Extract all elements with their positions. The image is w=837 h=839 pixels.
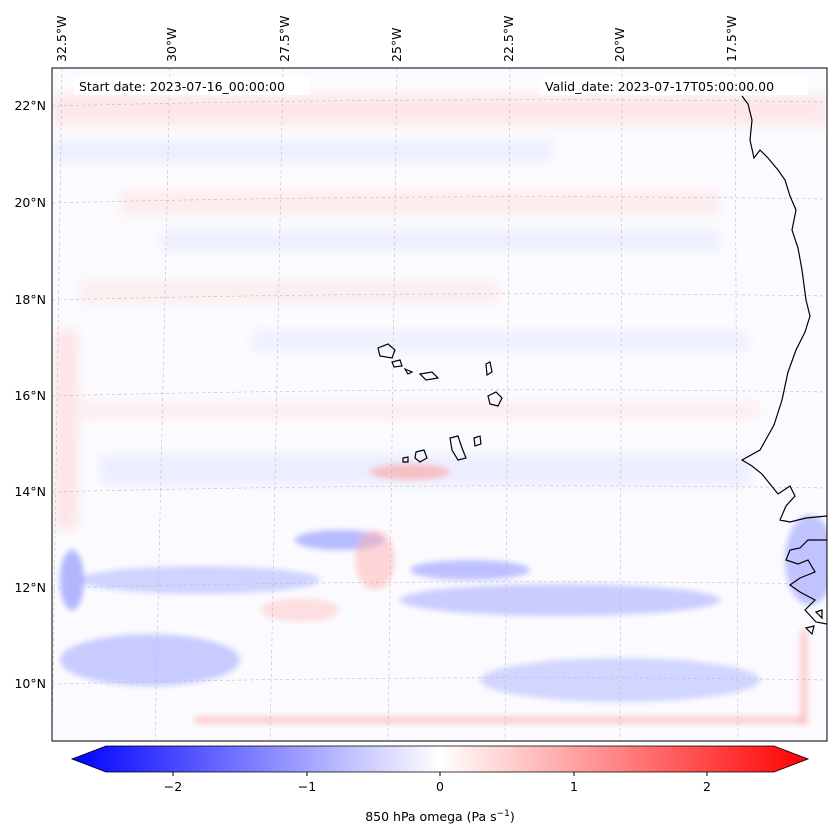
field-positive-east-edge xyxy=(800,630,808,725)
lat-tick-label: 18°N xyxy=(14,292,46,307)
island-santa-luzia xyxy=(403,367,414,375)
colorbar-label-close: ) xyxy=(510,809,515,824)
start-date-label: Start date: 2023-07-16_00:00:00 xyxy=(79,79,285,94)
field-positive-west-edge xyxy=(55,330,77,530)
gambia-coastline xyxy=(785,539,827,625)
lat-tick-label: 16°N xyxy=(14,388,46,403)
meridian-22-5w xyxy=(504,68,511,741)
valid-date-box xyxy=(540,77,808,95)
field-negative-cell-12n-a xyxy=(410,560,530,580)
field-negative-band-17n xyxy=(250,330,750,352)
parallel-10n xyxy=(52,677,827,685)
island-fogo xyxy=(414,449,428,463)
field-positive-cell-cv xyxy=(370,464,450,480)
lon-tick-label: 17.5°W xyxy=(724,16,739,62)
field-negative-band-north xyxy=(52,140,552,162)
lon-tick-label: 30°W xyxy=(164,27,179,62)
island-sal xyxy=(485,361,493,377)
field-negative-band-19n xyxy=(160,230,720,252)
colorbar-tick-label: 0 xyxy=(436,779,444,794)
colorbar-label-exponent: −1 xyxy=(497,809,510,819)
meridian-30w xyxy=(154,68,171,741)
lon-tick-label: 22.5°W xyxy=(501,16,516,62)
field-negative-cell-coast xyxy=(785,515,827,605)
islands-bissagos xyxy=(804,609,823,636)
lon-tick-label: 20°W xyxy=(612,27,627,62)
meridian-17-5w xyxy=(734,68,739,741)
island-boa-vista xyxy=(487,391,503,407)
parallel-16n xyxy=(52,389,827,397)
field-negative-cell-11n xyxy=(400,584,720,616)
start-date-box xyxy=(74,77,310,95)
field-negative-cell-12n-b xyxy=(80,566,320,594)
colorbar-tick-label: 1 xyxy=(570,779,578,794)
field-positive-band-20n xyxy=(120,190,720,215)
colorbar-ticks xyxy=(172,772,708,776)
colorbar: −2 −1 0 1 2 850 hPa omega (Pa s−1) xyxy=(70,745,810,824)
african-coastline xyxy=(740,95,827,523)
colorbar-tick-label: 2 xyxy=(703,779,711,794)
lat-tick-label: 20°N xyxy=(14,195,46,210)
parallel-22n xyxy=(52,99,827,107)
parallel-20n xyxy=(52,196,827,204)
colorbar-bar xyxy=(70,745,810,773)
lon-tick-label: 25°W xyxy=(389,27,404,62)
field-positive-cell-12n xyxy=(355,530,395,590)
lat-tick-label: 22°N xyxy=(14,98,46,113)
meridian-20w xyxy=(619,68,623,741)
gridlines xyxy=(52,68,827,741)
island-sao-nicolau xyxy=(418,371,440,381)
parallel-18n xyxy=(52,293,827,301)
meridian-25w xyxy=(387,68,398,741)
field-negative-cell-10n xyxy=(60,634,240,686)
island-santo-antao xyxy=(377,343,396,359)
meridian-32-5w xyxy=(52,68,63,741)
meridian-27-5w xyxy=(269,68,284,741)
parallel-14n xyxy=(52,485,827,493)
valid-date-label: Valid_date: 2023-07-17T05:00:00.00 xyxy=(545,79,774,94)
map-frame xyxy=(51,67,828,742)
field-positive-band-15n xyxy=(60,400,760,420)
longitude-ticks: 32.5°W 30°W 27.5°W 25°W 22.5°W 20°W 17.5… xyxy=(54,16,739,62)
field-positive-cell-south xyxy=(260,598,340,622)
header: Start date: 2023-07-16_00:00:00 Valid_da… xyxy=(74,77,808,95)
lon-tick-label: 32.5°W xyxy=(54,16,69,62)
coastlines xyxy=(377,95,827,636)
field-positive-band-18n xyxy=(80,280,500,304)
island-sao-vicente xyxy=(391,359,403,368)
island-santiago xyxy=(449,435,467,461)
colorbar-label-main: 850 hPa omega (Pa s xyxy=(365,809,496,824)
colorbar-tick-label: −2 xyxy=(164,779,182,794)
map-plot-area: Start date: 2023-07-16_00:00:00 Valid_da… xyxy=(14,16,828,742)
colorbar-label: 850 hPa omega (Pa s−1) xyxy=(365,809,515,824)
field-negative-cell-west xyxy=(60,550,84,610)
lon-tick-label: 27.5°W xyxy=(277,16,292,62)
lat-tick-label: 12°N xyxy=(14,580,46,595)
field-positive-south-edge xyxy=(195,716,805,724)
field-positive-band-north xyxy=(52,95,827,125)
latitude-ticks: 22°N 20°N 18°N 16°N 14°N 12°N 10°N xyxy=(14,98,46,691)
lat-tick-label: 10°N xyxy=(14,676,46,691)
lat-tick-label: 14°N xyxy=(14,484,46,499)
island-brava xyxy=(402,456,409,463)
island-maio xyxy=(473,435,482,447)
colorbar-tick-label: −1 xyxy=(298,779,316,794)
omega-field xyxy=(52,95,827,725)
parallel-12n xyxy=(52,581,827,589)
